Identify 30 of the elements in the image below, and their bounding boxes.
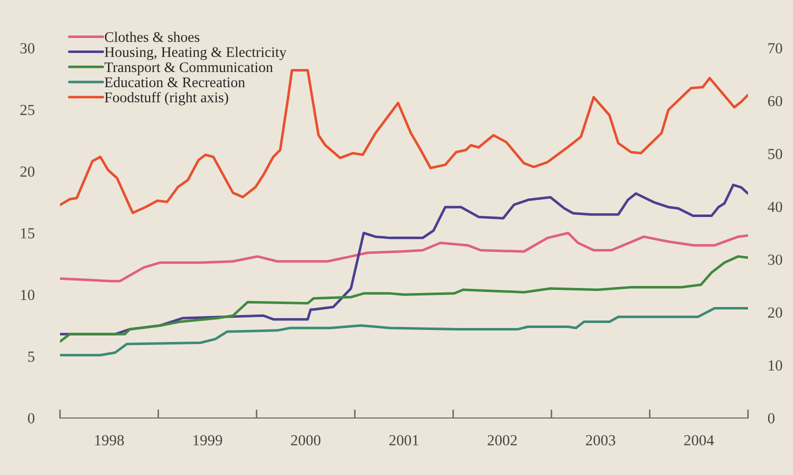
legend-label: Clothes & shoes [104, 32, 200, 42]
y2-tick-label: 10 [768, 360, 782, 371]
y-tick-label: 5 [28, 352, 34, 362]
line-series [60, 255, 748, 343]
line-series [60, 306, 748, 356]
legend-label: Housing, Heating & Electricity [104, 46, 286, 60]
x-tick-label: 2003 [586, 435, 616, 446]
x-tick-label: 2001 [389, 435, 418, 446]
y2-tick-label: 50 [768, 148, 782, 160]
y-tick-label: 15 [21, 228, 34, 238]
legend-label: Transport & Communication [104, 62, 273, 76]
y2-tick-label: 70 [768, 43, 782, 54]
x-tick-label: 2004 [684, 435, 714, 446]
y-tick-label: 25 [20, 104, 34, 116]
legend-label: Foodstuff (right axis) [104, 92, 228, 106]
y-tick-label: 20 [20, 166, 34, 177]
y2-tick-label: 30 [768, 254, 782, 265]
y-tick-label: 0 [28, 413, 34, 424]
y2-tick-label: 0 [768, 413, 774, 424]
y2-tick-label: 40 [768, 202, 782, 212]
x-tick-label: 1998 [95, 435, 124, 446]
x-tick-label: 2002 [488, 435, 517, 446]
x-tick-label: 2000 [291, 435, 320, 446]
line-series [60, 232, 748, 282]
y2-tick-label: 60 [768, 96, 782, 106]
x-tick-label: 1999 [193, 435, 222, 446]
legend-label: Education & Recreation [104, 76, 245, 88]
y2-tick-label: 20 [768, 307, 782, 318]
y-tick-label: 10 [21, 290, 34, 300]
y-tick-label: 30 [20, 43, 34, 54]
